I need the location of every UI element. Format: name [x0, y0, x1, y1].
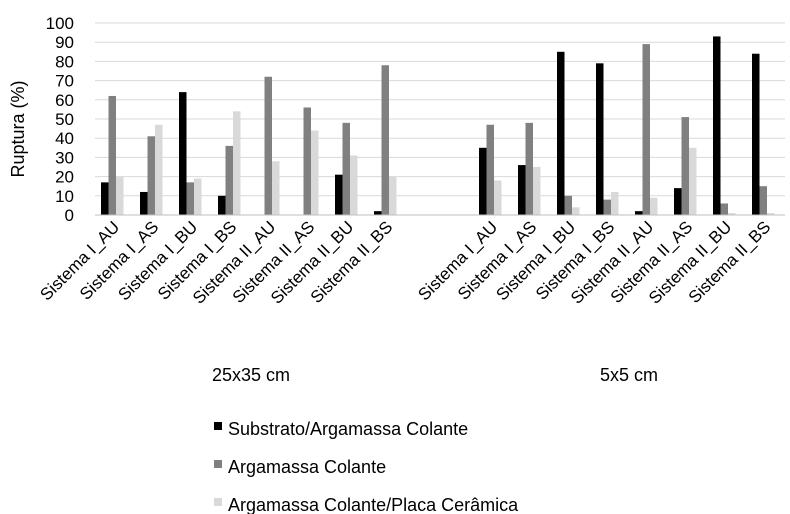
bar: [147, 136, 155, 215]
bar: [374, 211, 382, 215]
bar: [335, 174, 343, 215]
bar: [650, 197, 658, 215]
gridlines: [95, 22, 785, 197]
bar: [759, 186, 767, 215]
bar: [689, 147, 697, 215]
bar: [389, 176, 397, 215]
bar: [767, 213, 775, 215]
bar: [494, 180, 502, 215]
legend-entry: Substrato/Argamassa Colante: [228, 419, 468, 439]
bar: [311, 130, 319, 215]
y-tick-label: 60: [55, 91, 74, 110]
bar: [264, 76, 272, 215]
bar: [557, 51, 565, 215]
bar: [381, 65, 389, 216]
legend-swatch: [214, 422, 222, 430]
bar: [218, 195, 226, 215]
bar: [572, 207, 580, 215]
bar: [479, 147, 487, 215]
y-tick-label: 70: [55, 72, 74, 91]
y-axis-title: Ruptura (%): [8, 80, 28, 177]
bar: [596, 63, 604, 215]
bar: [681, 117, 689, 215]
bar: [140, 191, 148, 215]
bar: [155, 124, 163, 215]
bar: [342, 122, 350, 215]
legend-entry: Argamassa Colante/Placa Cerâmica: [228, 495, 519, 514]
bar: [108, 95, 116, 215]
group-labels: 25x35 cm 5x5 cm: [212, 365, 658, 385]
bars: [101, 36, 775, 216]
y-tick-label: 50: [55, 110, 74, 129]
bar: [486, 124, 494, 215]
y-tick-label: 20: [55, 168, 74, 187]
bar: [611, 191, 619, 215]
y-tick-label: 30: [55, 148, 74, 167]
bar: [225, 145, 233, 215]
y-tick-label: 10: [55, 187, 74, 206]
legend-swatch: [214, 460, 222, 468]
y-tick-label: 0: [65, 206, 74, 225]
legend-entry: Argamassa Colante: [228, 457, 386, 477]
bar: [525, 122, 533, 215]
bar: [350, 155, 358, 215]
bar: [642, 44, 650, 216]
bar: [564, 195, 572, 215]
legend-swatch: [214, 498, 222, 506]
group-label: 25x35 cm: [212, 365, 290, 385]
y-tick-label: 40: [55, 129, 74, 148]
bar: [713, 36, 721, 215]
bar: [303, 107, 311, 215]
y-tick-label: 80: [55, 52, 74, 71]
bar: [101, 182, 109, 215]
bar: [533, 167, 541, 215]
bar: [194, 178, 202, 215]
bar: [674, 188, 682, 215]
bar: [752, 53, 760, 215]
bar: [116, 176, 124, 215]
y-tick-label: 100: [46, 14, 74, 33]
legend: Substrato/Argamassa Colante Argamassa Col…: [214, 419, 519, 514]
bar: [186, 182, 194, 215]
bar: [272, 161, 280, 215]
bar: [720, 203, 728, 215]
bar: [635, 211, 643, 215]
bar: [603, 199, 611, 215]
bar: [728, 213, 736, 215]
y-tick-label: 90: [55, 33, 74, 52]
bar: [518, 165, 526, 215]
bar: [233, 111, 241, 215]
bar: [179, 92, 187, 215]
group-label: 5x5 cm: [600, 365, 658, 385]
